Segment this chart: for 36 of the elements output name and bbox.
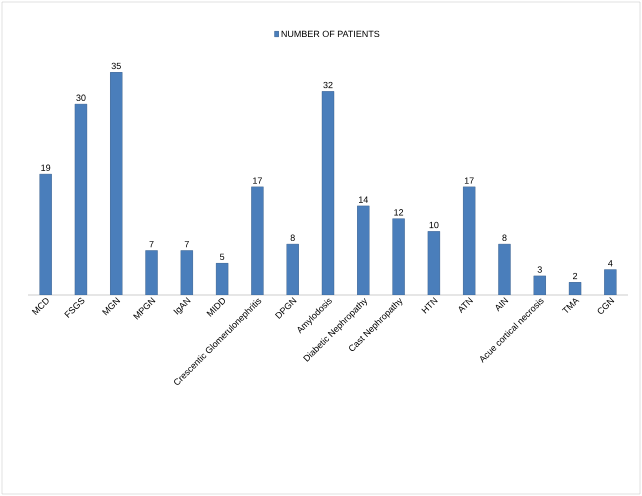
bar <box>604 269 617 295</box>
data-label: 3 <box>538 266 542 273</box>
data-label: 10 <box>430 222 439 228</box>
bar <box>180 250 194 295</box>
bar <box>110 72 122 295</box>
data-label: 32 <box>323 82 333 88</box>
bar <box>322 91 334 295</box>
bar <box>216 262 228 295</box>
data-label: 8 <box>502 234 507 241</box>
bar <box>357 206 370 295</box>
bar <box>286 244 299 295</box>
bar <box>39 174 52 295</box>
data-label: 4 <box>608 260 613 266</box>
data-label: 19 <box>41 164 50 171</box>
data-label: 7 <box>184 241 189 248</box>
data-label: 17 <box>253 177 262 184</box>
bar <box>498 244 511 295</box>
data-label: 12 <box>394 209 404 216</box>
bar <box>462 186 476 295</box>
x-tick-label: TMA <box>562 298 580 313</box>
bar <box>251 186 264 295</box>
data-label: 8 <box>290 234 295 241</box>
bar <box>428 231 440 295</box>
legend-label: NUMBER OF PATIENTS <box>282 30 380 38</box>
bar <box>74 104 88 295</box>
bar <box>392 218 405 295</box>
data-label: 17 <box>464 177 474 184</box>
bar <box>534 276 546 295</box>
data-label: 14 <box>358 196 368 203</box>
data-label: 30 <box>76 94 86 101</box>
data-label: 35 <box>112 62 121 70</box>
data-label: 2 <box>573 272 578 280</box>
data-label: 5 <box>220 254 224 260</box>
x-tick-label: AIN <box>496 297 508 312</box>
data-label: 7 <box>149 241 154 248</box>
bar <box>145 250 158 295</box>
